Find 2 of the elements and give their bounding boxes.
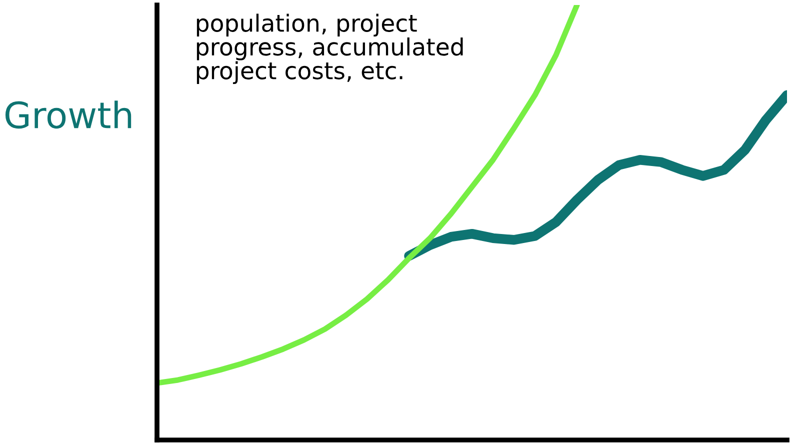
annotation: population, project progress, accumulated project costs, etc. xyxy=(196,14,463,84)
y-axis-title: Growth xyxy=(5,100,132,129)
